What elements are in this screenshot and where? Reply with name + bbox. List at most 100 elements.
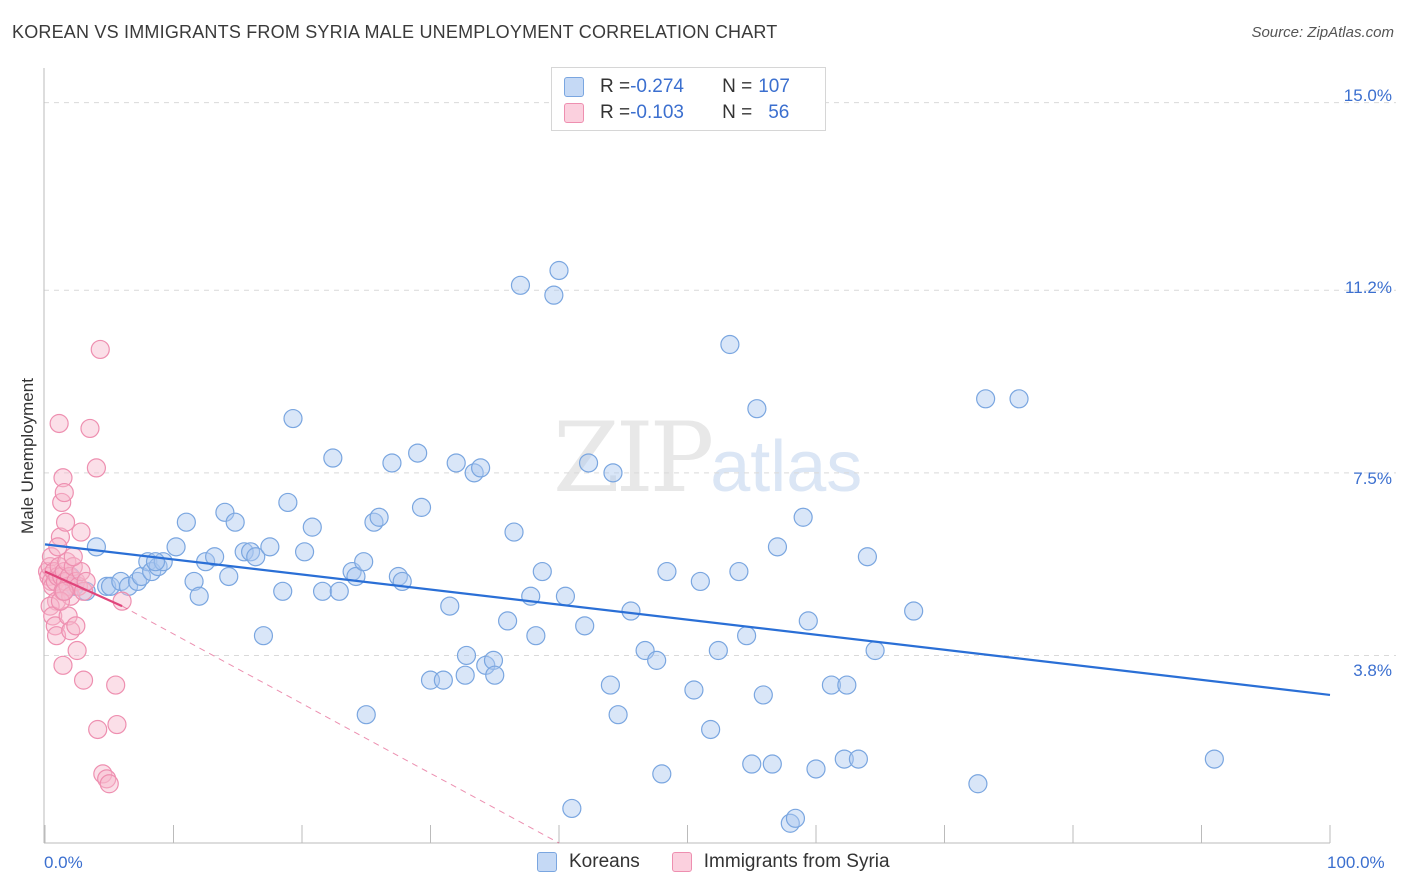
korean-point xyxy=(737,626,757,646)
korean-point xyxy=(356,705,376,725)
watermark-zip: ZIP xyxy=(553,402,714,514)
korean-point xyxy=(498,611,518,631)
korean-point xyxy=(806,759,826,779)
korean-point xyxy=(1009,389,1029,409)
syria-point xyxy=(54,581,74,601)
korean-point xyxy=(471,458,491,478)
korean-point xyxy=(408,443,428,463)
korean-point xyxy=(205,547,225,567)
source-label: Source: ZipAtlas.com xyxy=(1251,24,1394,41)
korean-point xyxy=(411,497,432,517)
y-tick-label: 11.2% xyxy=(1345,278,1392,297)
chart-title: KOREAN VS IMMIGRANTS FROM SYRIA MALE UNE… xyxy=(12,22,778,42)
syria-point xyxy=(106,675,126,695)
legend-n-label: N = xyxy=(722,102,753,123)
korean-point xyxy=(834,749,854,769)
korean-point xyxy=(433,670,453,690)
korean-point xyxy=(657,561,677,582)
korean-point xyxy=(273,581,293,601)
korean-point xyxy=(369,507,389,527)
legend-label-syria: Immigrants from Syria xyxy=(703,851,890,872)
korean-point xyxy=(603,463,623,483)
korean-point xyxy=(555,586,576,606)
korean-point xyxy=(708,640,728,661)
watermark: ZIPatlas xyxy=(553,402,862,514)
korean-point xyxy=(549,260,569,281)
syria-point xyxy=(57,552,77,572)
correlation-legend: R = -0.274 N = 107 R = -0.103 N = 56 xyxy=(551,67,826,131)
syria-point xyxy=(54,482,74,503)
syria-point xyxy=(53,468,73,488)
korean-point xyxy=(225,512,245,532)
korean-point xyxy=(857,547,878,567)
korean-point xyxy=(526,626,546,646)
syria-point xyxy=(55,512,76,532)
korean-point xyxy=(976,389,996,409)
legend-item-syria: Immigrants from Syria xyxy=(671,851,890,873)
syria-point xyxy=(50,591,71,611)
korean-point xyxy=(562,798,582,819)
syria-point xyxy=(86,458,107,478)
legend-item-koreans: Koreans xyxy=(537,851,640,873)
korean-point xyxy=(904,601,924,621)
syria-point xyxy=(41,547,62,567)
syria-point xyxy=(73,670,94,690)
korean-point xyxy=(446,453,466,473)
syria-point xyxy=(97,769,117,789)
syria-point xyxy=(71,522,91,542)
korean-point xyxy=(753,685,773,705)
korean-point xyxy=(382,453,402,473)
legend-swatch-syria xyxy=(564,103,584,123)
korean-point xyxy=(647,650,667,670)
korean-point xyxy=(464,463,484,483)
korean-trend-line xyxy=(44,543,1331,697)
korean-point xyxy=(145,552,166,572)
syria-point xyxy=(90,339,110,360)
x-tick-label-min: 0.0% xyxy=(44,853,83,872)
korean-point xyxy=(798,611,818,631)
syria-point xyxy=(63,547,83,567)
y-tick-label: 3.8% xyxy=(1353,661,1392,680)
x-tick-label-max: 100.0% xyxy=(1327,853,1385,872)
y-tick-label: 15.0% xyxy=(1343,86,1392,105)
korean-point xyxy=(440,596,460,616)
legend-n-value: 56 xyxy=(768,102,790,123)
korean-point xyxy=(215,502,235,522)
korean-point xyxy=(532,561,552,582)
syria-point xyxy=(45,616,65,636)
legend-swatch-syria xyxy=(671,852,692,872)
legend-swatch-koreans xyxy=(537,852,557,872)
syria-point xyxy=(112,591,132,611)
korean-point xyxy=(302,517,322,537)
syria-point xyxy=(58,606,78,626)
korean-point xyxy=(455,665,475,685)
korean-point xyxy=(865,640,885,661)
korean-point xyxy=(86,537,107,557)
syria-point xyxy=(71,561,91,582)
syria-point xyxy=(80,418,100,439)
korean-point xyxy=(1204,749,1224,769)
legend-swatch-koreans xyxy=(564,77,584,97)
korean-point xyxy=(312,581,333,601)
korean-point xyxy=(684,680,704,700)
legend-n-value: 107 xyxy=(758,76,790,97)
korean-point xyxy=(329,581,349,601)
syria-point xyxy=(88,719,108,740)
legend-row-syria: R = -0.103 N = 56 xyxy=(564,101,789,125)
korean-point xyxy=(837,675,857,695)
korean-point xyxy=(578,453,599,473)
korean-point xyxy=(253,626,274,646)
legend-r-value: -0.103 xyxy=(630,102,684,123)
korean-point xyxy=(742,754,762,774)
korean-point xyxy=(785,808,806,828)
korean-point xyxy=(176,512,196,532)
legend-r-label: R = xyxy=(600,102,631,123)
korean-point xyxy=(600,675,621,695)
korean-point xyxy=(747,399,767,419)
syria-trend-line xyxy=(44,570,123,608)
syria-point xyxy=(99,774,119,794)
series-legend: Koreans Immigrants from Syria xyxy=(537,851,922,873)
korean-point xyxy=(510,275,531,295)
korean-point xyxy=(690,571,710,592)
